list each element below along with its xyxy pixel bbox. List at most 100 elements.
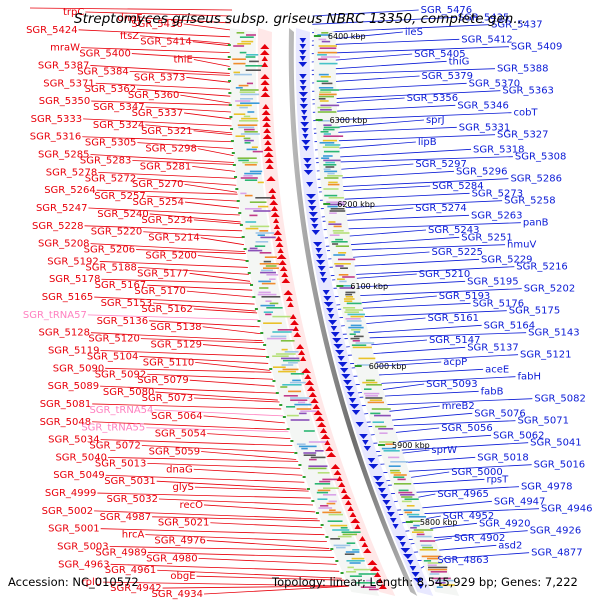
connector-right <box>315 148 472 159</box>
cog-stripe-right <box>413 529 434 531</box>
gene-label-left: SGR_4942 <box>110 583 162 594</box>
cog-stripe-right <box>324 194 338 197</box>
reverse-gene-arrow <box>411 572 420 577</box>
cog-stripe-right <box>341 285 351 287</box>
reverse-gene-arrow <box>330 332 340 337</box>
cog-stripe <box>245 227 259 230</box>
reverse-gene-arrow <box>322 290 330 295</box>
cog-stripe <box>269 278 276 280</box>
reverse-gene-arrow <box>299 86 307 91</box>
kbp-tick <box>315 119 323 121</box>
gene-label-right: SGR_5143 <box>528 328 580 339</box>
gene-label-left: SGR_5384 <box>77 66 129 77</box>
connector-left <box>140 35 230 45</box>
reverse-gene-arrow <box>355 422 364 427</box>
cog-stripe <box>341 531 361 533</box>
gene-label-left: SGR_5298 <box>145 144 197 155</box>
cog-stripe-right <box>319 100 329 102</box>
cog-stripe-right <box>327 172 335 175</box>
cog-stripe <box>249 170 263 173</box>
forward-gene-arrow <box>338 482 346 487</box>
cog-stripe <box>322 487 339 489</box>
connector-left <box>184 183 237 193</box>
reverse-gene-arrow <box>328 314 335 319</box>
scale-dot <box>235 188 239 190</box>
cog-stripe <box>235 135 245 137</box>
reverse-gene-arrow <box>319 272 327 277</box>
cog-stripe <box>237 157 257 159</box>
cog-stripe <box>249 225 270 228</box>
connector-left <box>192 41 230 47</box>
cog-stripe-right <box>388 456 400 459</box>
cog-stripe-right <box>325 161 335 164</box>
cog-stripe-right <box>328 197 344 199</box>
gene-label-right: SGR_5409 <box>511 42 562 53</box>
forward-gene-arrow <box>275 236 283 241</box>
cog-stripe-right <box>355 342 375 344</box>
scale-dot <box>252 296 256 298</box>
reverse-gene-arrow <box>303 170 314 175</box>
cog-stripe-right <box>323 168 331 170</box>
cog-stripe <box>344 553 355 555</box>
cog-stripe-right <box>427 568 448 571</box>
connector-left <box>95 82 231 90</box>
cog-stripe <box>299 412 307 415</box>
forward-gene-arrow <box>270 206 278 211</box>
cog-stripe <box>300 410 317 412</box>
forward-gene-arrow <box>310 398 319 403</box>
forward-gene-arrow <box>367 560 378 565</box>
gene-label-right: SGR_5437 <box>491 20 543 31</box>
gene-label-right: SGR_4902 <box>454 533 506 544</box>
scale-dot <box>234 176 238 178</box>
cog-stripe <box>298 445 317 448</box>
reverse-gene-arrow <box>380 494 389 499</box>
cog-stripe <box>272 355 289 357</box>
gene-label-left: SGR_5272 <box>85 173 137 184</box>
connector-left <box>100 439 293 446</box>
cog-stripe-right <box>322 139 338 142</box>
gene-label-right: SGR_5161 <box>428 313 480 324</box>
gene-label-left: SGR_5387 <box>38 60 90 71</box>
reverse-gene-arrow <box>306 182 314 187</box>
gene-label-right: SGR_4947 <box>494 496 546 507</box>
cog-stripe-right <box>323 164 337 166</box>
connector-left <box>100 528 325 536</box>
cog-stripe <box>233 45 245 47</box>
cog-stripe <box>286 406 296 408</box>
scale-dot <box>227 68 231 70</box>
kbp-marker-label: 5900 kbp <box>392 441 430 450</box>
cog-stripe-right <box>369 399 383 401</box>
cog-stripe <box>263 260 272 263</box>
cog-stripe-right <box>429 573 440 575</box>
connector-left <box>184 112 232 120</box>
cog-stripe <box>303 452 317 454</box>
gene-label-left: SGR_5206 <box>84 245 136 256</box>
cog-stripe-right <box>338 274 349 276</box>
cog-stripe-right <box>436 586 443 588</box>
cog-stripe <box>263 322 282 324</box>
cog-stripe <box>241 117 258 120</box>
connector-left <box>109 546 332 551</box>
cog-stripe <box>292 379 301 382</box>
cog-stripe-right <box>321 32 329 34</box>
gene-label-left: trpC <box>63 7 84 18</box>
reverse-gene-arrow <box>299 104 309 109</box>
reverse-gene-arrow <box>306 194 316 199</box>
cog-stripe-right <box>427 557 439 560</box>
cog-stripe-right <box>358 357 376 360</box>
cog-stripe <box>242 161 258 164</box>
cog-stripe <box>288 390 302 393</box>
gene-label-right: SGR_5346 <box>457 100 509 111</box>
connector-trpC <box>29 7 233 11</box>
cog-stripe-right <box>323 135 344 137</box>
gene-label-right: SGR_5000 <box>451 467 503 478</box>
cog-stripe-right <box>353 331 361 333</box>
reverse-gene-arrow <box>299 38 307 43</box>
gene-label-right: SGR_5121 <box>520 350 572 361</box>
cog-stripe-right <box>317 111 337 113</box>
cog-stripe <box>239 106 248 109</box>
cog-stripe-right <box>319 142 335 144</box>
gene-label-right: SGR_5379 <box>422 71 474 82</box>
forward-gene-arrow <box>263 146 274 151</box>
forward-gene-arrow <box>361 542 369 547</box>
